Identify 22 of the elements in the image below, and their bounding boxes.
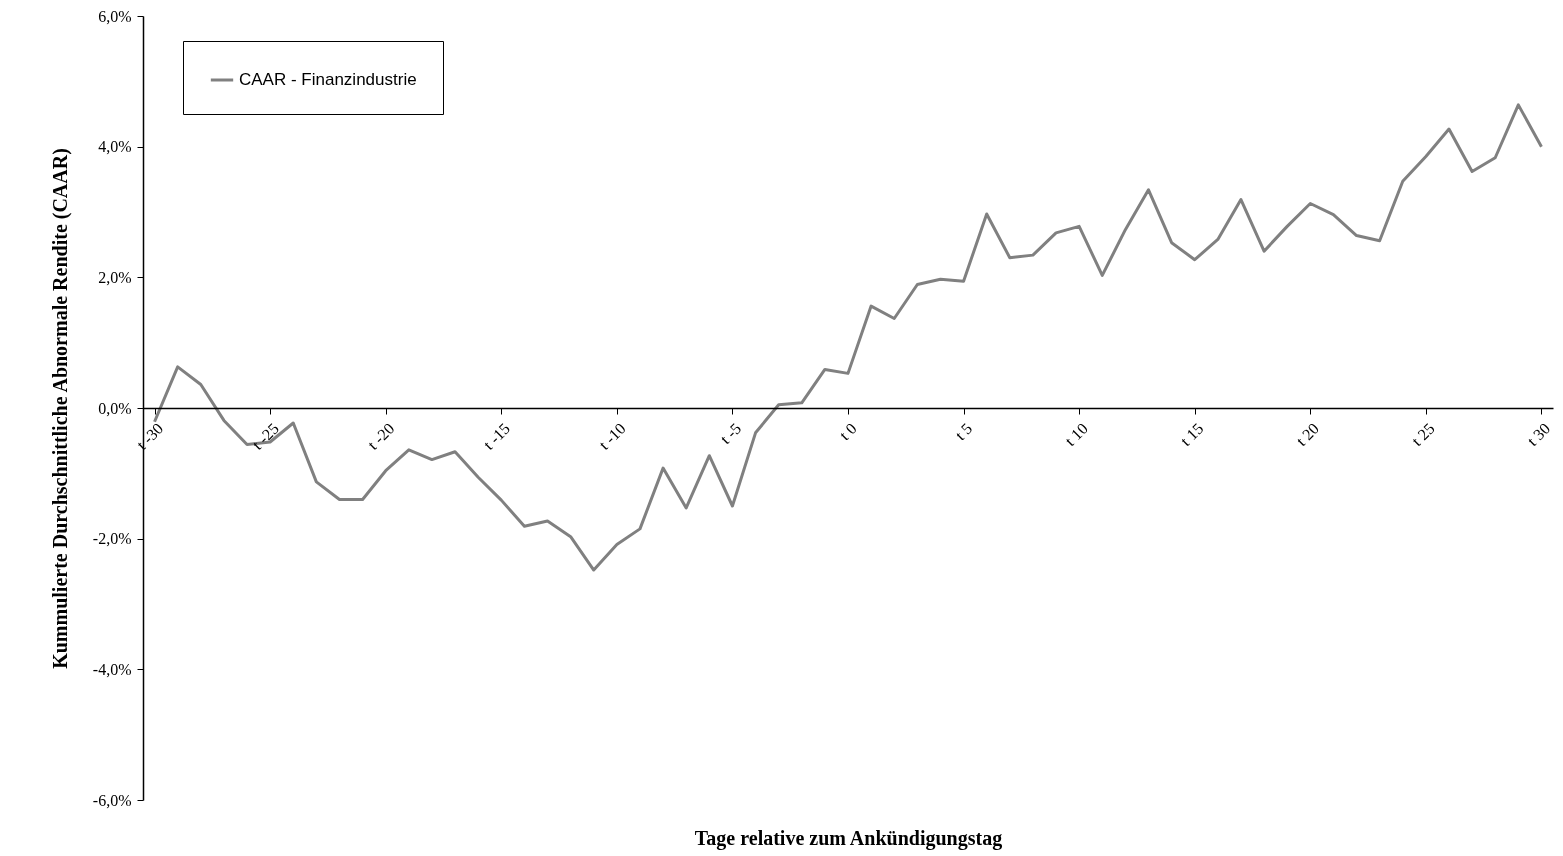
y-tick-label: -4,0% (92, 660, 132, 678)
x-tick-label: t 20 (1292, 419, 1323, 450)
x-tick-label: t 30 (1523, 419, 1554, 450)
x-tick-label: t 5 (951, 419, 976, 444)
legend-label: CAAR - Finanzindustrie (239, 70, 417, 89)
x-tick-label: t -20 (364, 419, 398, 453)
x-tick-label: t 25 (1408, 419, 1438, 450)
x-tick-label: t -15 (480, 419, 514, 453)
x-tick-label: t -5 (716, 419, 745, 448)
x-tick-label: t 10 (1061, 419, 1091, 450)
y-tick-label: -2,0% (92, 530, 132, 548)
x-axis-title: Tage relative zum Ankündigungstag (694, 826, 1003, 850)
y-tick-label: 4,0% (98, 138, 132, 156)
x-tick-label: t -25 (248, 419, 282, 453)
y-tick-label: 0,0% (98, 399, 132, 417)
y-axis-title: Kummulierte Durchschnittliche Abnormale Rendite (CAAR) (48, 148, 72, 669)
y-tick-label: 2,0% (98, 268, 132, 286)
y-tick-label: -6,0% (92, 791, 132, 809)
x-tick-label: t -10 (595, 419, 629, 453)
y-tick-label: 6,0% (98, 7, 132, 25)
x-tick-label: t 0 (836, 419, 860, 444)
x-tick-label: t 15 (1177, 419, 1207, 450)
